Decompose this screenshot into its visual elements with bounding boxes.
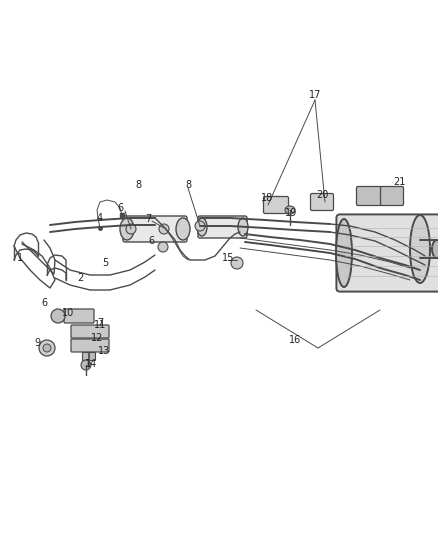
Ellipse shape [285, 206, 295, 214]
Text: 13: 13 [98, 346, 110, 356]
Ellipse shape [43, 344, 51, 352]
FancyBboxPatch shape [123, 216, 187, 242]
Text: 14: 14 [85, 359, 97, 369]
Text: 5: 5 [102, 258, 108, 268]
Text: 7: 7 [145, 214, 151, 224]
FancyBboxPatch shape [82, 352, 95, 360]
Ellipse shape [432, 240, 438, 258]
FancyBboxPatch shape [357, 187, 381, 206]
Text: 6: 6 [148, 236, 154, 246]
FancyBboxPatch shape [198, 216, 247, 238]
Ellipse shape [120, 218, 134, 240]
Ellipse shape [159, 224, 169, 234]
FancyBboxPatch shape [311, 193, 333, 211]
Text: 11: 11 [94, 320, 106, 330]
Text: 15: 15 [222, 253, 234, 263]
FancyBboxPatch shape [71, 339, 109, 352]
Text: 12: 12 [91, 333, 103, 343]
Text: 21: 21 [393, 177, 405, 187]
Text: 20: 20 [316, 190, 328, 200]
FancyBboxPatch shape [381, 187, 403, 206]
Text: 17: 17 [309, 90, 321, 100]
Text: 8: 8 [135, 180, 141, 190]
Ellipse shape [238, 218, 248, 236]
Ellipse shape [197, 218, 207, 236]
FancyBboxPatch shape [64, 309, 94, 323]
Ellipse shape [39, 340, 55, 356]
Ellipse shape [51, 309, 65, 323]
Text: 9: 9 [34, 338, 40, 348]
Ellipse shape [336, 219, 352, 287]
Ellipse shape [195, 221, 205, 231]
Text: 19: 19 [285, 208, 297, 218]
Ellipse shape [126, 224, 136, 234]
Ellipse shape [176, 218, 190, 240]
Text: 2: 2 [77, 273, 83, 283]
FancyBboxPatch shape [336, 214, 438, 292]
FancyBboxPatch shape [264, 197, 289, 214]
FancyBboxPatch shape [71, 325, 109, 338]
Text: 6: 6 [117, 203, 123, 213]
Text: 10: 10 [62, 308, 74, 318]
Ellipse shape [410, 215, 430, 283]
Ellipse shape [158, 242, 168, 252]
Text: 18: 18 [261, 193, 273, 203]
Text: 6: 6 [41, 298, 47, 308]
Text: 7: 7 [97, 318, 103, 328]
Text: 16: 16 [289, 335, 301, 345]
Text: 4: 4 [97, 213, 103, 223]
Ellipse shape [231, 257, 243, 269]
Ellipse shape [81, 360, 91, 370]
Text: 8: 8 [185, 180, 191, 190]
Text: 1: 1 [17, 253, 23, 263]
